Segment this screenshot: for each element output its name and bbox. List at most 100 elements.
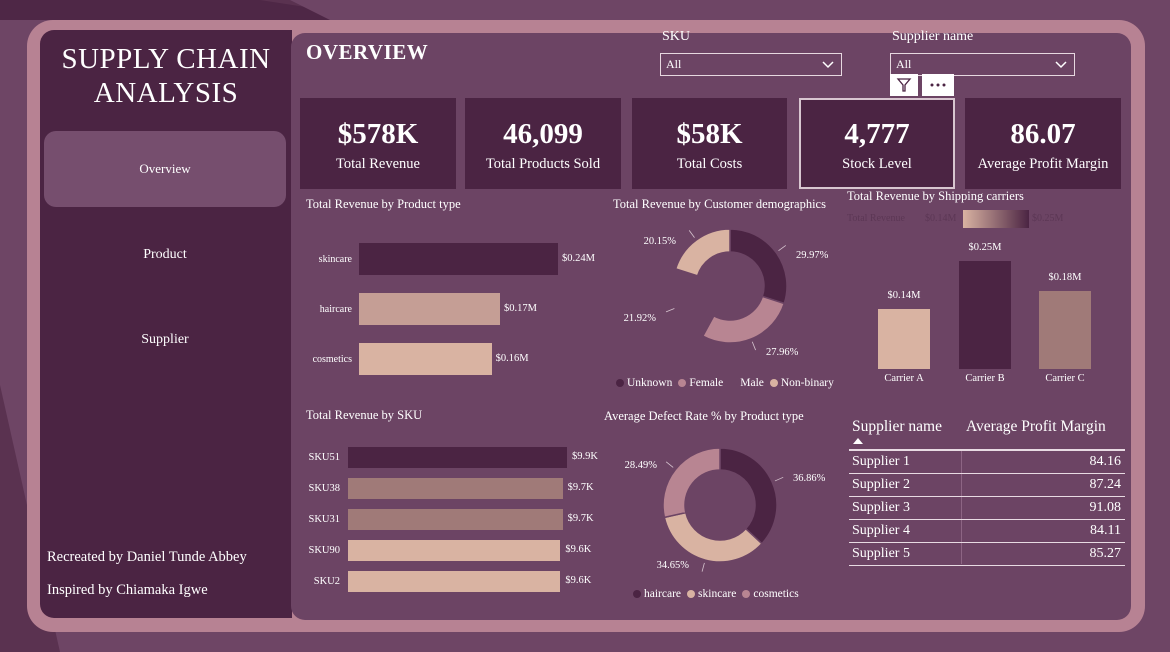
app-title: SUPPLY CHAIN ANALYSIS <box>48 42 284 110</box>
kpi-stock-level[interactable]: 4,777 Stock Level <box>799 98 955 189</box>
supplier-filter-select[interactable]: All <box>890 53 1075 76</box>
chart-title-demographics: Total Revenue by Customer demographics <box>613 197 826 211</box>
profit-margin-cell: 84.16 <box>1089 454 1122 469</box>
bar-SKU38[interactable] <box>348 478 563 499</box>
legend-item-unknown: Unknown <box>616 377 672 389</box>
kpi-value: 86.07 <box>1010 118 1076 150</box>
slice-label: 21.92% <box>624 313 657 324</box>
chevron-down-icon <box>822 61 834 69</box>
carrier-legend-gradient <box>963 210 1029 228</box>
bar-SKU90[interactable] <box>348 540 561 561</box>
profit-margin-cell: 84.11 <box>1090 523 1121 538</box>
kpi-value: 46,099 <box>503 118 583 150</box>
kpi-total-products-sold[interactable]: 46,099 Total Products Sold <box>465 98 621 189</box>
nav-overview[interactable]: Overview <box>44 131 286 207</box>
legend-item-female: Female <box>678 377 723 389</box>
bar-skincare[interactable] <box>359 243 558 275</box>
app-title-line2: ANALYSIS <box>93 77 239 109</box>
legend-item-non-binary: Non-binary <box>769 377 834 389</box>
bar-Carrier B[interactable] <box>959 261 1011 369</box>
value-label: $9.6K <box>565 544 592 555</box>
sku-filter-value: All <box>666 57 682 71</box>
bar-haircare[interactable] <box>359 293 500 325</box>
value-label: $0.25M <box>968 242 1002 253</box>
slice-haircare <box>719 447 778 545</box>
slice-label: 20.15% <box>644 236 677 247</box>
kpi-total-costs[interactable]: $58K Total Costs <box>632 98 787 189</box>
legend-item-cosmetics: cosmetics <box>742 588 799 600</box>
table-header-supplier[interactable]: Supplier name <box>852 418 942 435</box>
donut-defect-rate: 36.86% 34.65% 28.49% <box>625 447 826 572</box>
sku-filter-label: SKU <box>662 29 691 44</box>
chevron-down-icon <box>1055 61 1067 69</box>
supplier-name-cell: Supplier 5 <box>852 546 910 561</box>
credit-inspired: Inspired by Chiamaka Igwe <box>47 582 208 598</box>
value-label: $0.18M <box>1048 272 1082 284</box>
bar-SKU31[interactable] <box>348 509 563 530</box>
category-label: skincare <box>318 254 352 265</box>
legend-defect-rate: haircare skincare cosmetics <box>633 588 799 600</box>
table-row[interactable]: Supplier 3 91.08 <box>849 498 1125 520</box>
leader-line <box>665 308 675 313</box>
carrier-legend-max: $0.25M <box>1032 213 1064 224</box>
leader-line <box>774 476 784 482</box>
sort-ascending-icon[interactable] <box>852 437 864 445</box>
slice-Non-binary <box>674 228 731 277</box>
value-label: $0.14M <box>887 289 921 301</box>
value-label: $0.16M <box>495 353 529 364</box>
category-label: Carrier C <box>1045 373 1085 384</box>
legend-label: Female <box>689 377 724 389</box>
carrier-legend-min: $0.14M <box>925 213 957 224</box>
value-label: $0.17M <box>503 303 537 314</box>
nav-product[interactable]: Product <box>44 217 286 293</box>
leader-line <box>665 461 674 468</box>
legend-label: haircare <box>644 588 682 600</box>
chart-title-carriers: Total Revenue by Shipping carriers <box>847 189 1024 203</box>
sku-filter-select[interactable]: All <box>660 53 842 76</box>
bar-cosmetics[interactable] <box>359 343 492 375</box>
credit-recreated: Recreated by Daniel Tunde Abbey <box>47 549 247 565</box>
slice-label: 29.97% <box>796 250 829 261</box>
profit-margin-cell: 91.08 <box>1089 500 1122 515</box>
category-label: SKU2 <box>313 576 340 587</box>
page-title: OVERVIEW <box>306 40 429 64</box>
category-label: Carrier A <box>884 373 924 384</box>
table-row[interactable]: Supplier 5 85.27 <box>849 544 1125 566</box>
supplier-filter-label: Supplier name <box>892 29 974 44</box>
donut-demographics: 29.97% 27.96% 21.92% 20.15% <box>624 228 829 358</box>
category-label: SKU51 <box>308 452 340 463</box>
category-label: SKU90 <box>308 545 340 556</box>
legend-label: Non-binary <box>780 377 834 389</box>
table-row[interactable]: Supplier 2 87.24 <box>849 475 1125 497</box>
slice-Female <box>701 295 786 344</box>
kpi-average-profit-margin[interactable]: 86.07 Average Profit Margin <box>965 98 1121 189</box>
table-row[interactable]: Supplier 1 84.16 <box>849 452 1125 474</box>
table-header-margin[interactable]: Average Profit Margin <box>966 418 1106 435</box>
slice-label: 28.49% <box>625 460 658 471</box>
nav-supplier[interactable]: Supplier <box>44 302 286 378</box>
nav-supplier-label: Supplier <box>141 332 189 347</box>
supplier-name-cell: Supplier 3 <box>852 500 910 515</box>
leader-line <box>701 562 705 572</box>
supplier-name-cell: Supplier 1 <box>852 454 910 469</box>
value-label: $9.7K <box>567 513 594 524</box>
legend-item-haircare: haircare <box>633 588 681 600</box>
legend-item-skincare: skincare <box>687 588 736 600</box>
kpi-label: Total Costs <box>676 156 743 172</box>
bar-SKU51[interactable] <box>348 447 567 468</box>
value-label: $0.24M <box>562 253 595 264</box>
kpi-label: Total Revenue <box>336 156 420 172</box>
chart-title-defect-rate: Average Defect Rate % by Product type <box>604 409 804 423</box>
kpi-total-revenue[interactable]: $578K Total Revenue <box>300 98 456 189</box>
slice-Unknown <box>729 228 788 305</box>
value-label: $9.7K <box>567 482 594 493</box>
bar-SKU2[interactable] <box>348 571 561 592</box>
filter-icon-button[interactable] <box>890 74 918 96</box>
category-label: cosmetics <box>312 354 352 365</box>
filter-icon <box>896 78 912 92</box>
more-options-button[interactable] <box>922 74 954 96</box>
bar-Carrier A[interactable] <box>878 308 930 369</box>
bar-Carrier C[interactable] <box>1039 291 1091 369</box>
profit-margin-cell: 85.27 <box>1089 546 1122 561</box>
table-row[interactable]: Supplier 4 84.11 <box>849 521 1125 543</box>
